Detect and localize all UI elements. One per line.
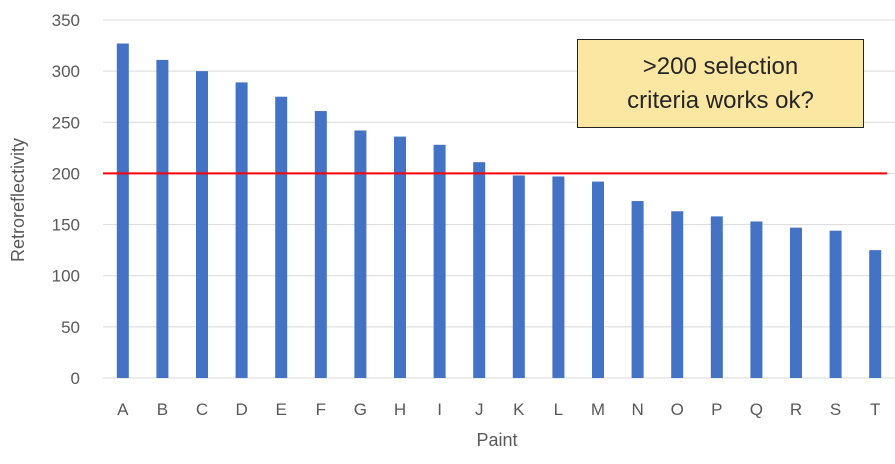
bar-E <box>275 96 288 378</box>
y-axis-title: Retroreflectivity <box>8 138 28 262</box>
x-tick-label: M <box>591 400 605 419</box>
x-tick-label: K <box>513 400 525 419</box>
y-tick-label: 350 <box>52 11 80 30</box>
bar-S <box>829 230 842 378</box>
bar-R <box>790 227 802 378</box>
bar-G <box>354 130 367 378</box>
x-tick-label: H <box>394 400 406 419</box>
y-tick-label: 200 <box>52 164 80 183</box>
x-tick-label: N <box>631 400 643 419</box>
bar-O <box>671 211 684 378</box>
x-tick-label: T <box>870 400 880 419</box>
x-axis-ticks: A B C D E F G H I J K L M N O P Q R S T <box>117 400 880 419</box>
bars <box>116 43 882 379</box>
bar-P <box>710 216 723 378</box>
x-tick-label: A <box>117 400 129 419</box>
y-axis-ticks: 0 50 100 150 200 250 300 350 <box>52 11 80 388</box>
bar-T <box>869 250 882 378</box>
bar-D <box>235 82 248 378</box>
bar-M <box>592 181 604 378</box>
y-tick-label: 300 <box>52 62 80 81</box>
bar-J <box>473 162 486 378</box>
x-tick-label: S <box>830 400 841 419</box>
x-tick-label: F <box>316 400 326 419</box>
annotation-callout: >200 selection criteria works ok? <box>577 39 864 128</box>
x-axis-title: Paint <box>476 430 517 450</box>
x-tick-label: C <box>196 400 208 419</box>
y-tick-label: 50 <box>61 318 80 337</box>
bar-L <box>552 176 565 378</box>
bar-C <box>196 71 208 379</box>
x-tick-label: J <box>475 400 484 419</box>
x-tick-label: B <box>157 400 168 419</box>
y-tick-label: 150 <box>52 216 80 235</box>
bar-A <box>116 43 129 378</box>
bar-F <box>314 111 327 378</box>
y-tick-label: 100 <box>52 267 80 286</box>
bar-K <box>512 175 525 378</box>
x-tick-label: Q <box>750 400 763 419</box>
bar-B <box>156 59 169 379</box>
bar-I <box>433 144 446 378</box>
y-tick-label: 0 <box>71 369 80 388</box>
x-tick-label: O <box>671 400 684 419</box>
bar-Q <box>750 221 763 378</box>
x-tick-label: D <box>235 400 247 419</box>
bar-H <box>394 136 406 378</box>
y-tick-label: 250 <box>52 113 80 132</box>
x-tick-label: E <box>276 400 287 419</box>
x-tick-label: R <box>790 400 802 419</box>
x-tick-label: G <box>354 400 367 419</box>
x-tick-label: L <box>554 400 563 419</box>
bar-N <box>631 201 644 378</box>
x-tick-label: P <box>711 400 722 419</box>
x-tick-label: I <box>437 400 442 419</box>
